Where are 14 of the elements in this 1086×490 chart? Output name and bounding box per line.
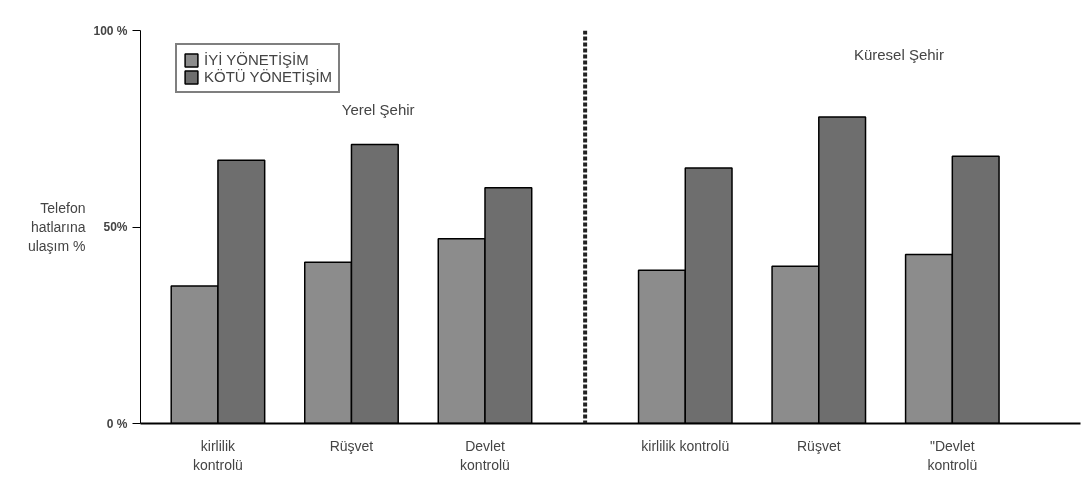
legend-label: KÖTÜ YÖNETİŞİM xyxy=(204,68,333,85)
annotation: Yerel Şehir xyxy=(341,101,415,119)
x-tick-label: kirlilik kontrolü xyxy=(193,437,243,473)
x-tick-label: "Devlet kontrolü xyxy=(927,437,978,473)
y-tick-label: 50% xyxy=(103,220,128,234)
x-tick-label: Rüşvet xyxy=(329,437,374,454)
x-tick-label: Devlet kontrolü xyxy=(460,437,510,473)
annotation: Küresel Şehir xyxy=(853,46,944,64)
y-tick-label: 100 % xyxy=(93,23,128,38)
legend-label: İYİ YÖNETİŞİM xyxy=(204,51,309,68)
x-tick-label: kirlilik kontrolü xyxy=(641,437,730,454)
y-tick-label: 0 % xyxy=(106,416,128,431)
y-axis-title: Telefon hatlarına ulaşım % xyxy=(27,199,86,255)
x-tick-label: Rüşvet xyxy=(797,437,841,454)
